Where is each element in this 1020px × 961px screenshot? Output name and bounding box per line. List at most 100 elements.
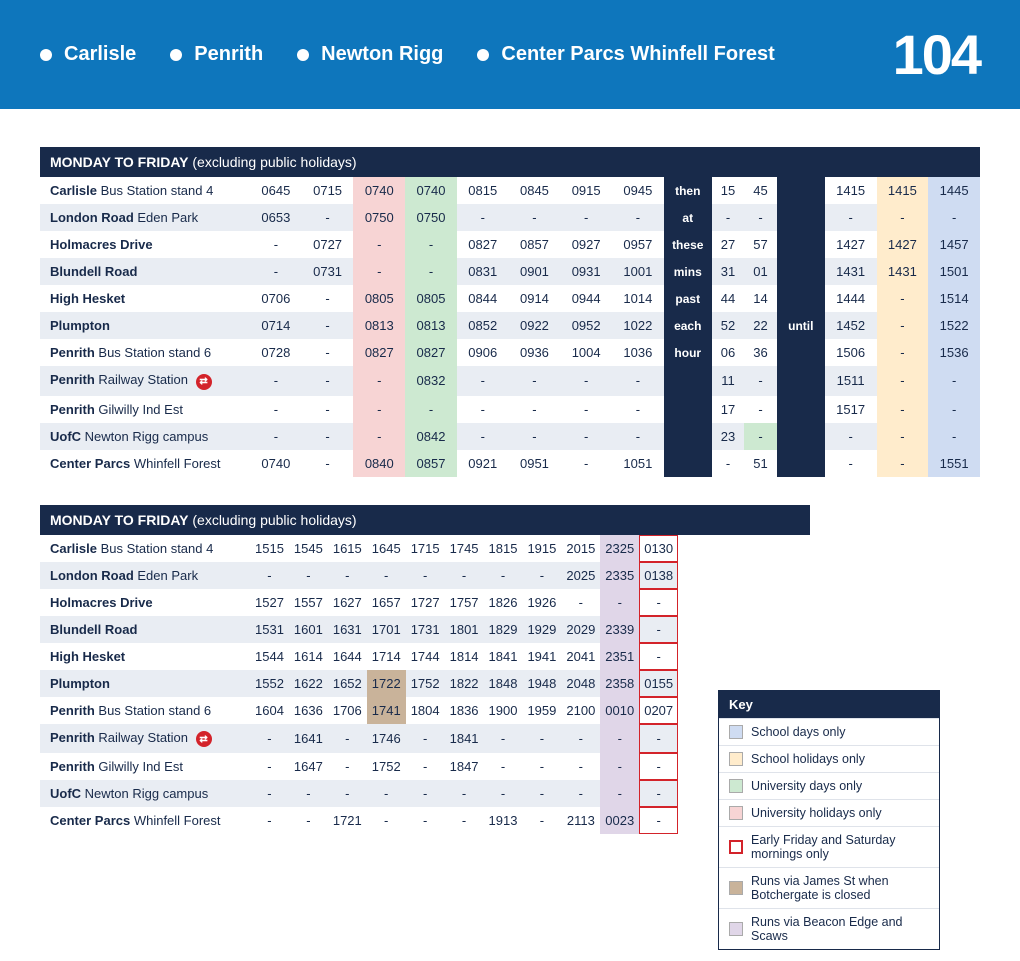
- time-cell: 1948: [522, 670, 561, 697]
- stop-name: Blundell Road: [40, 258, 250, 285]
- table-row: Penrith Railway Station ⇄---0832----11-1…: [40, 366, 980, 396]
- time-cell: 36: [744, 339, 777, 366]
- table-row: Penrith Bus Station stand 61604163617061…: [40, 697, 678, 724]
- table-row: High Hesket0706-080508050844091409441014…: [40, 285, 980, 312]
- time-cell: 0728: [250, 339, 302, 366]
- time-cell: 1004: [560, 339, 612, 366]
- time-cell: 14: [744, 285, 777, 312]
- time-cell: -: [406, 807, 445, 834]
- time-cell: -: [509, 396, 561, 423]
- time-cell: 0750: [405, 204, 457, 231]
- until-note: [777, 450, 825, 477]
- table-row: London Road Eden Park0653-07500750----at…: [40, 204, 980, 231]
- time-cell: 0951: [509, 450, 561, 477]
- time-cell: -: [250, 423, 302, 450]
- time-cell: -: [825, 450, 877, 477]
- time-cell: 1804: [406, 697, 445, 724]
- table-row: Carlisle Bus Station stand 4151515451615…: [40, 535, 678, 562]
- time-cell: 0914: [509, 285, 561, 312]
- time-cell: 1900: [484, 697, 523, 724]
- time-cell: 22: [744, 312, 777, 339]
- time-cell: 1929: [522, 616, 561, 643]
- stop-name: Penrith Railway Station ⇄: [40, 724, 250, 754]
- time-cell: -: [457, 366, 509, 396]
- stop-name: High Hesket: [40, 643, 250, 670]
- stop-name: Penrith Railway Station ⇄: [40, 366, 250, 396]
- key-swatch: [729, 840, 743, 854]
- time-cell: 2335: [600, 562, 639, 589]
- time-cell: 1557: [289, 589, 328, 616]
- time-cell: -: [250, 396, 302, 423]
- time-cell: -: [302, 366, 354, 396]
- time-cell: 0844: [457, 285, 509, 312]
- table-row: Center Parcs Whinfell Forest--1721---191…: [40, 807, 678, 834]
- time-cell: -: [250, 753, 289, 780]
- until-note: [777, 231, 825, 258]
- time-cell: -: [560, 366, 612, 396]
- time-cell: 1741: [367, 697, 406, 724]
- stop-name: Plumpton: [40, 670, 250, 697]
- time-cell: -: [302, 285, 354, 312]
- table-row: Holmacres Drive-0727--0827085709270957th…: [40, 231, 980, 258]
- time-cell: -: [877, 339, 929, 366]
- time-cell: 1926: [522, 589, 561, 616]
- time-cell: 1457: [928, 231, 980, 258]
- time-cell: -: [445, 562, 484, 589]
- time-cell: 1431: [877, 258, 929, 285]
- time-cell: 2100: [561, 697, 600, 724]
- time-cell: 1627: [328, 589, 367, 616]
- time-cell: 1841: [484, 643, 523, 670]
- route-header: CarlislePenrithNewton RiggCenter Parcs W…: [0, 0, 1020, 109]
- time-cell: 0827: [405, 339, 457, 366]
- time-cell: 2351: [600, 643, 639, 670]
- key-row: Early Friday and Saturday mornings only: [719, 826, 939, 867]
- key-box: KeySchool days onlySchool holidays onlyU…: [718, 690, 940, 950]
- time-cell: -: [302, 396, 354, 423]
- time-cell: 0813: [405, 312, 457, 339]
- time-cell: -: [406, 780, 445, 807]
- time-cell: 0138: [639, 562, 678, 589]
- time-cell: 1545: [289, 535, 328, 562]
- time-cell: -: [877, 312, 929, 339]
- time-cell: 0921: [457, 450, 509, 477]
- time-cell: 1715: [406, 535, 445, 562]
- stop-name: London Road Eden Park: [40, 562, 250, 589]
- time-cell: 51: [744, 450, 777, 477]
- route-dot-icon: [40, 49, 52, 61]
- time-cell: -: [289, 562, 328, 589]
- time-cell: 1522: [928, 312, 980, 339]
- time-cell: 0714: [250, 312, 302, 339]
- route-dot-icon: [297, 49, 309, 61]
- time-cell: 0840: [353, 450, 405, 477]
- until-note: [777, 423, 825, 450]
- time-cell: -: [877, 423, 929, 450]
- time-cell: 0740: [405, 177, 457, 204]
- block-title: MONDAY TO FRIDAY (excluding public holid…: [40, 505, 810, 535]
- time-cell: -: [302, 312, 354, 339]
- route-stop-label: Newton Rigg: [321, 43, 443, 66]
- time-cell: 0207: [639, 697, 678, 724]
- time-cell: -: [406, 724, 445, 754]
- time-cell: 0957: [612, 231, 664, 258]
- time-cell: 17: [712, 396, 745, 423]
- time-cell: 15: [712, 177, 745, 204]
- pattern-note: [664, 450, 712, 477]
- stop-name: Holmacres Drive: [40, 589, 250, 616]
- time-cell: -: [561, 753, 600, 780]
- stop-name: Carlisle Bus Station stand 4: [40, 535, 250, 562]
- time-cell: -: [353, 231, 405, 258]
- time-cell: -: [250, 780, 289, 807]
- time-cell: 1622: [289, 670, 328, 697]
- time-cell: 0706: [250, 285, 302, 312]
- timetable: Carlisle Bus Station stand 4064507150740…: [40, 177, 980, 477]
- time-cell: 0842: [405, 423, 457, 450]
- time-cell: 0815: [457, 177, 509, 204]
- time-cell: 0827: [353, 339, 405, 366]
- stop-name: Carlisle Bus Station stand 4: [40, 177, 250, 204]
- pattern-note: then: [664, 177, 712, 204]
- time-cell: 0852: [457, 312, 509, 339]
- time-cell: 1604: [250, 697, 289, 724]
- key-row: School holidays only: [719, 745, 939, 772]
- time-cell: 0931: [560, 258, 612, 285]
- time-cell: 1022: [612, 312, 664, 339]
